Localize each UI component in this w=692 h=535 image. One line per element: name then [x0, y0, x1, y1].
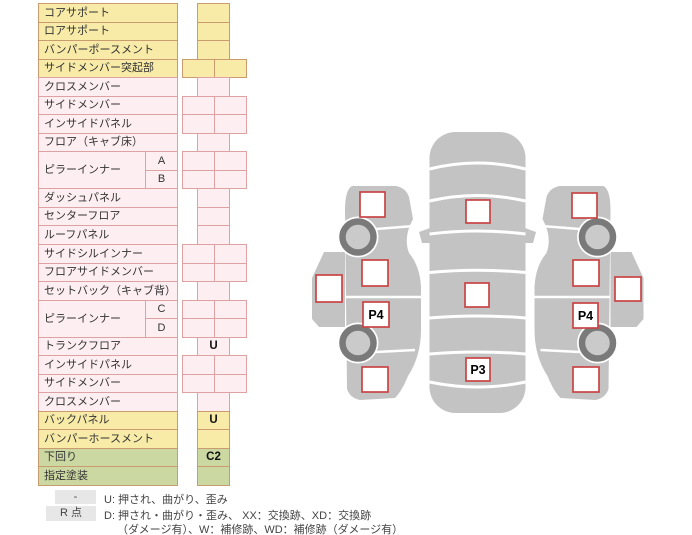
damage-marker-left-front-fender[interactable] — [359, 191, 386, 218]
part-label: バンパーポースメント — [38, 40, 178, 60]
part-label: ピラーインナー — [38, 151, 146, 189]
legend-text-u: U: 押され、曲がり、歪み — [104, 494, 228, 506]
part-label: ピラーインナー — [38, 300, 146, 338]
part-label: フロア（キャブ床） — [38, 133, 178, 152]
damage-marker-left-sill[interactable] — [315, 274, 343, 303]
svg-text:P3: P3 — [470, 363, 485, 377]
legend-key-rpoint: R 点 — [46, 506, 96, 521]
part-label: センターフロア — [38, 207, 178, 226]
damage-marker-left-front-door[interactable] — [361, 259, 389, 287]
damage-marker-left-rear-fender[interactable] — [361, 366, 389, 393]
damage-cell[interactable] — [214, 263, 247, 282]
right-mirror-shape — [525, 228, 536, 243]
part-label: フロアサイドメンバー — [38, 263, 178, 282]
car-left-side-view — [312, 186, 421, 400]
rear-wheel — [337, 322, 379, 364]
part-label: インサイドパネル — [38, 114, 178, 134]
left-mirror-shape — [419, 228, 430, 243]
damage-cell[interactable] — [214, 374, 247, 393]
part-label: サイドメンバー — [38, 96, 178, 115]
damage-cell[interactable] — [214, 59, 247, 78]
part-label: 下回り — [38, 448, 178, 467]
part-sublabel: A — [145, 151, 178, 171]
damage-cell[interactable] — [214, 170, 247, 189]
damage-marker-right-rear-door[interactable]: P4 — [572, 302, 599, 329]
svg-text:P4: P4 — [578, 309, 593, 323]
legend-text-d: D: 押され・曲がり・歪み、 XX：交換跡、XD：交換跡 — [104, 510, 372, 522]
part-sublabel: C — [145, 300, 178, 319]
damage-marker-right-front-fender[interactable] — [571, 192, 598, 219]
damage-cell[interactable] — [214, 114, 247, 134]
damage-marker-top-roof[interactable] — [464, 282, 490, 308]
part-label: 指定塗装 — [38, 466, 178, 486]
car-top-view — [419, 132, 536, 413]
part-label: サイドメンバー — [38, 374, 178, 393]
part-label: クロスメンバー — [38, 392, 178, 412]
damage-marker-left-rear-door[interactable]: P4 — [362, 301, 390, 328]
part-label: サイドメンバー突起部 — [38, 59, 178, 78]
svg-text:P4: P4 — [368, 308, 383, 322]
damage-marker-top-trunk[interactable]: P3 — [465, 357, 491, 382]
damage-cell[interactable] — [197, 466, 230, 486]
part-label: サイドシルインナー — [38, 244, 178, 264]
damage-cell[interactable] — [214, 318, 247, 338]
legend-key-normal: - — [55, 490, 96, 504]
damage-marker-right-rear-fender[interactable] — [572, 366, 600, 393]
front-wheel — [337, 216, 379, 258]
damage-marker-right-front-door[interactable] — [572, 259, 600, 287]
damage-marker-top-windshield[interactable] — [465, 199, 491, 224]
legend-text-d-cont: （ダメージ有）、W：補修跡、WD：補修跡（ダメージ有） — [117, 524, 404, 535]
damage-marker-right-sill[interactable] — [614, 276, 642, 302]
part-label: クロスメンバー — [38, 77, 178, 97]
